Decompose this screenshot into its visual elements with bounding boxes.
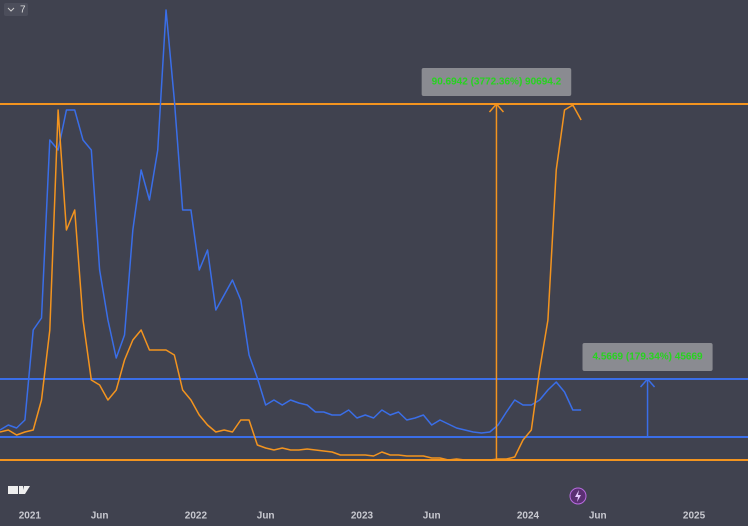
tv-logo bbox=[8, 486, 30, 494]
series-line bbox=[0, 104, 582, 461]
badge-box[interactable] bbox=[4, 3, 28, 16]
x-tick-label: Jun bbox=[91, 511, 109, 522]
measure-label: 4.5669 (179.34%) 45669 bbox=[582, 343, 713, 371]
measure-box bbox=[421, 68, 572, 96]
measure-label: 90.6942 (3772.36%) 90694.2 bbox=[421, 68, 572, 96]
measure-text: 4.5669 (179.34%) 45669 bbox=[593, 352, 704, 363]
x-tick-label: Jun bbox=[423, 511, 441, 522]
lightning-icon[interactable] bbox=[569, 487, 587, 505]
x-tick-label: 2023 bbox=[351, 511, 374, 522]
x-tick-label: Jun bbox=[257, 511, 275, 522]
x-tick-label: Jun bbox=[589, 511, 607, 522]
measure-text: 90.6942 (3772.36%) 90694.2 bbox=[432, 77, 562, 88]
chevron bbox=[7, 7, 15, 12]
arrow-head bbox=[488, 102, 505, 113]
measure-box bbox=[582, 343, 713, 371]
x-tick-label: 2025 bbox=[683, 511, 706, 522]
x-tick-label: 2024 bbox=[517, 511, 540, 522]
arrow-head bbox=[639, 377, 656, 388]
badge: 7 bbox=[20, 5, 26, 16]
x-tick-label: 2021 bbox=[19, 511, 42, 522]
series-line bbox=[0, 9, 582, 434]
x-tick-label: 2022 bbox=[185, 511, 208, 522]
